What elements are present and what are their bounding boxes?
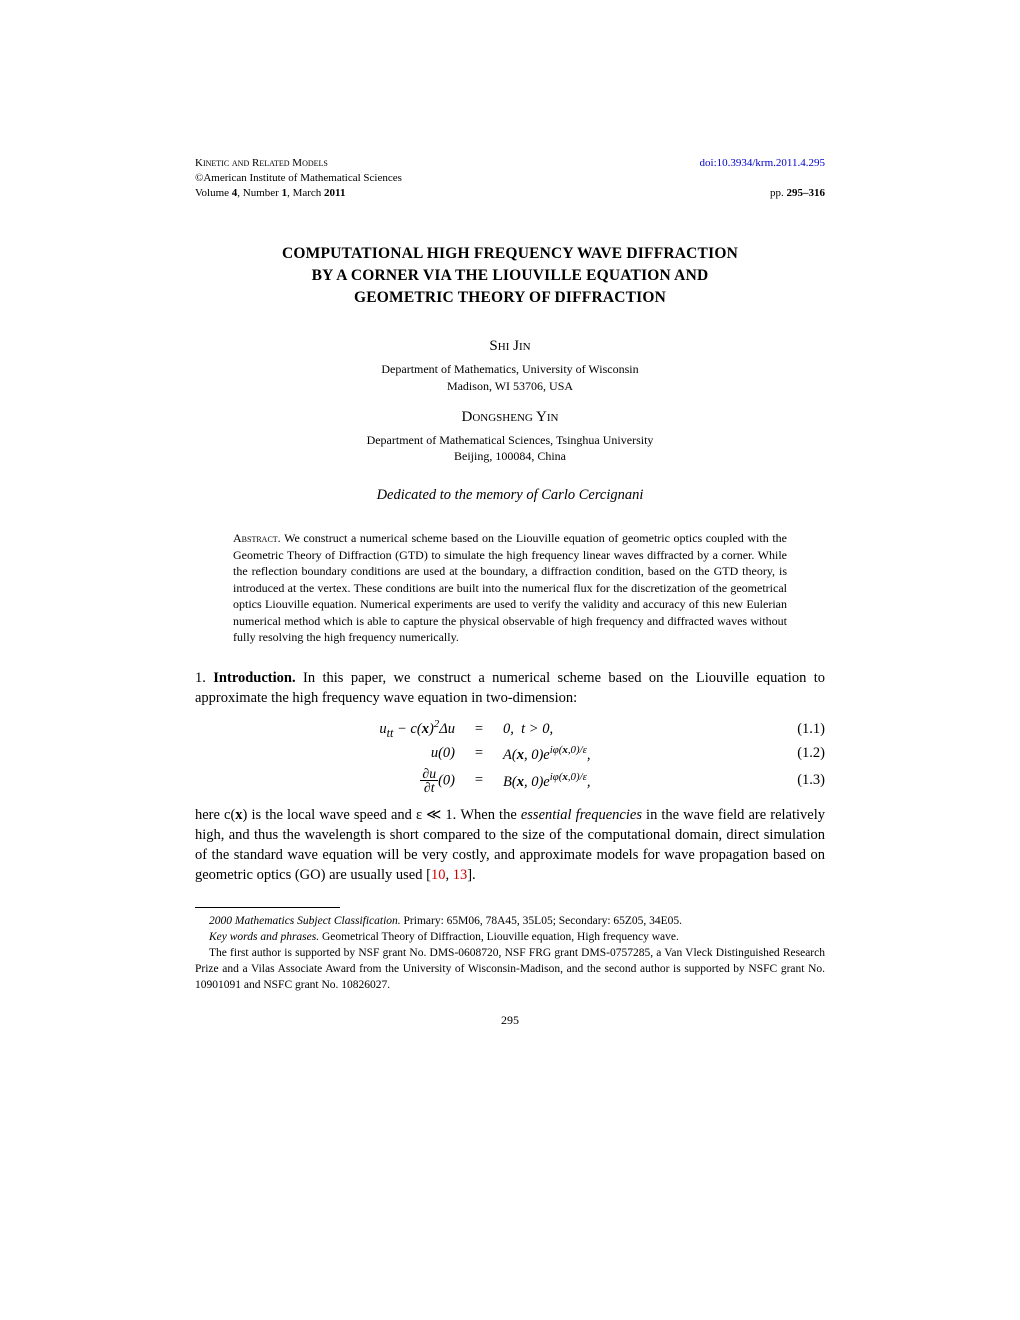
- dedication: Dedicated to the memory of Carlo Cercign…: [195, 487, 825, 504]
- doi-link[interactable]: doi:10.3934/krm.2011.4.295: [700, 157, 825, 169]
- author-2-affiliation: Department of Mathematical Sciences, Tsi…: [195, 432, 825, 466]
- equation-block: utt − c(x)2Δu = 0, t > 0, (1.1) u(0) = A…: [195, 718, 825, 795]
- abstract-label: Abstract.: [233, 531, 281, 545]
- footnote-acknowledgment: The first author is supported by NSF gra…: [195, 946, 825, 994]
- page-content: Kinetic and Related Models ©American Ins…: [0, 0, 1020, 1108]
- title-line-2: BY A CORNER VIA THE LIOUVILLE EQUATION A…: [312, 267, 709, 284]
- eq-num-1: (1.1): [765, 721, 825, 738]
- abstract-text: We construct a numerical scheme based on…: [233, 531, 787, 644]
- author-1-name: Shi Jin: [195, 338, 825, 355]
- footnote-keywords: Key words and phrases. Geometrical Theor…: [195, 930, 825, 946]
- title-line-1: COMPUTATIONAL HIGH FREQUENCY WAVE DIFFRA…: [282, 245, 738, 262]
- author-2-name: Dongsheng Yin: [195, 409, 825, 426]
- issue-info: Volume 4, Number 1, March 2011: [195, 187, 345, 199]
- ref-link-10[interactable]: 10: [431, 867, 446, 883]
- journal-name: Kinetic and Related Models: [195, 157, 328, 169]
- section-number: 1.: [195, 670, 206, 686]
- post-equation-paragraph: here c(x) is the local wave speed and ε …: [195, 805, 825, 885]
- publisher: ©American Institute of Mathematical Scie…: [195, 172, 402, 184]
- equation-2: u(0) = A(x, 0)eiφ(x,0)/ε, (1.2): [195, 744, 825, 764]
- header-left: Kinetic and Related Models ©American Ins…: [195, 156, 402, 201]
- paper-title: COMPUTATIONAL HIGH FREQUENCY WAVE DIFFRA…: [195, 243, 825, 310]
- equation-3: ∂u∂t(0) = B(x, 0)eiφ(x,0)/ε, (1.3): [195, 767, 825, 796]
- page-number: 295: [195, 1013, 825, 1028]
- abstract-block: Abstract. We construct a numerical schem…: [233, 530, 787, 646]
- section-title: Introduction.: [213, 670, 295, 686]
- header-right: doi:10.3934/krm.2011.4.295 pp. 295–316: [700, 156, 825, 201]
- paper-header: Kinetic and Related Models ©American Ins…: [195, 156, 825, 201]
- author-1-affiliation: Department of Mathematics, University of…: [195, 361, 825, 395]
- intro-paragraph: 1. Introduction. In this paper, we const…: [195, 668, 825, 708]
- equation-1: utt − c(x)2Δu = 0, t > 0, (1.1): [195, 718, 825, 741]
- eq-num-2: (1.2): [765, 745, 825, 762]
- ref-link-13[interactable]: 13: [453, 867, 468, 883]
- footnote-msc: 2000 Mathematics Subject Classification.…: [195, 914, 825, 930]
- page-range: pp. 295–316: [770, 187, 825, 199]
- eq-num-3: (1.3): [765, 772, 825, 789]
- footnote-rule: [195, 907, 340, 908]
- title-line-3: GEOMETRIC THEORY OF DIFFRACTION: [354, 289, 666, 306]
